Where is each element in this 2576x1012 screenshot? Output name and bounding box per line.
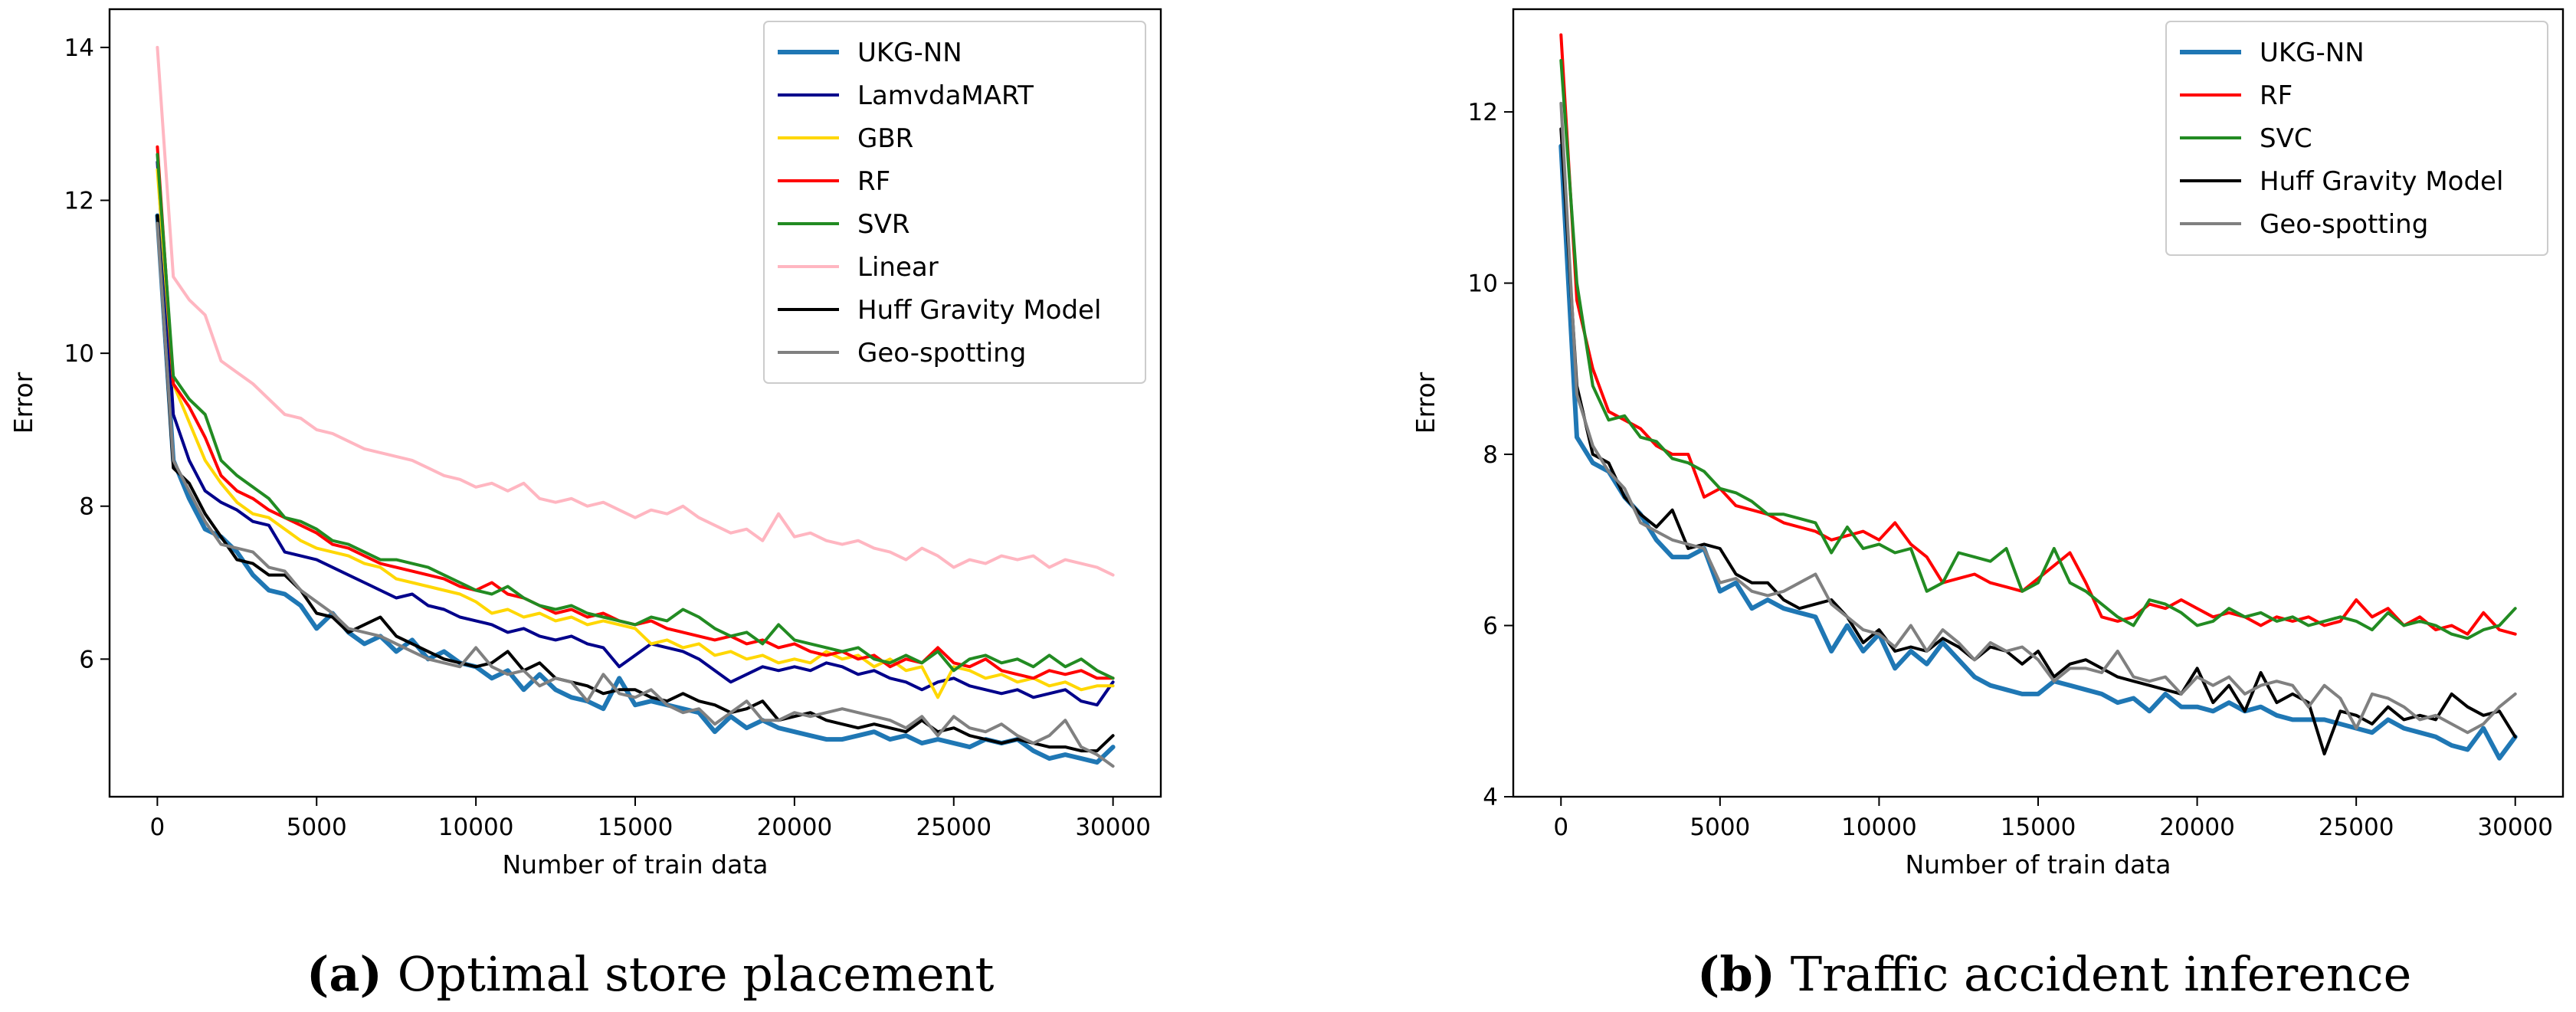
plot-area-b	[1558, 33, 2518, 761]
legend-label-b: SVC	[2260, 123, 2312, 154]
y-tick-label-b: 8	[1483, 441, 1498, 469]
legend-label-a: UKG-NN	[857, 38, 962, 68]
series-line-a-lamvdamart	[156, 160, 1115, 707]
y-tick-label-a: 8	[79, 493, 94, 521]
caption-b-text: Traffic accident inference	[1790, 946, 2412, 1002]
legend-label-a: GBR	[857, 123, 913, 154]
y-tick-label-a: 6	[79, 646, 94, 673]
x-tick-label-a: 5000	[287, 814, 347, 841]
y-axis-label-b: Error	[1411, 372, 1440, 434]
x-tick-label-b: 0	[1553, 814, 1568, 841]
legend-label-a: Huff Gravity Model	[857, 295, 1101, 326]
x-tick-label-b: 25000	[2319, 814, 2394, 841]
legend-label-a: SVR	[857, 209, 909, 240]
caption-a: (a) Optimal store placement	[306, 946, 994, 1002]
y-tick-label-b: 6	[1483, 613, 1498, 640]
y-tick-label-a: 14	[64, 34, 94, 62]
y-tick-label-b: 12	[1468, 99, 1498, 126]
x-tick-label-a: 25000	[916, 814, 991, 841]
series-line-a-svr	[156, 152, 1115, 680]
x-axis-label-b: Number of train data	[1906, 850, 2171, 879]
series-line-a-ukg-nn	[155, 213, 1116, 765]
legend-label-b: Geo-spotting	[2260, 209, 2428, 240]
y-axis-label-a: Error	[8, 372, 38, 434]
legend-label-a: Linear	[857, 252, 939, 283]
series-line-a-gbr	[156, 168, 1115, 699]
legend-box-b	[2165, 21, 2548, 256]
legend-label-a: LamvdaMART	[857, 80, 1034, 111]
legend-label-b: Huff Gravity Model	[2260, 166, 2503, 197]
caption-b: (b) Traffic accident inference	[1697, 946, 2411, 1002]
legend-label-b: RF	[2260, 80, 2293, 111]
x-tick-label-a: 15000	[598, 814, 673, 841]
caption-b-label: (b)	[1697, 946, 1776, 1002]
x-tick-label-b: 10000	[1841, 814, 1917, 841]
x-tick-label-b: 15000	[2001, 814, 2076, 841]
legend-label-a: RF	[857, 166, 890, 197]
chart-a: 0 5000 10000 15000 20000 25000 30000 6 8 10 12 14 Nu…	[8, 8, 1162, 879]
y-tick-label-a: 12	[64, 188, 94, 215]
legend-label-a: Geo-spotting	[857, 338, 1026, 368]
y-tick-label-b: 10	[1468, 270, 1498, 298]
legend-a: UKG-NN LamvdaMART GBR RF SVR Linear Huff Gravi…	[763, 21, 1146, 384]
x-tick-label-b: 20000	[2159, 814, 2235, 841]
x-tick-label-a: 20000	[757, 814, 833, 841]
y-tick-label-b: 4	[1483, 784, 1498, 811]
series-line-b-svc	[1559, 59, 2517, 640]
series-line-b-huff-gravity-model	[1559, 127, 2517, 756]
x-tick-label-b: 30000	[2477, 814, 2553, 841]
x-axis-label-a: Number of train data	[503, 850, 769, 879]
caption-a-label: (a)	[306, 946, 382, 1002]
legend-box-a	[763, 21, 1146, 384]
y-tick-label-a: 10	[64, 340, 94, 368]
chart-b: 0 5000 10000 15000 20000 25000 30000 4 6 8 10 12 Num…	[1411, 8, 2565, 879]
legend-b: UKG-NN RF SVC Huff Gravity Model Geo-spottin…	[2165, 21, 2548, 256]
series-line-a-huff-gravity-model	[156, 214, 1115, 753]
x-tick-label-b: 5000	[1689, 814, 1750, 841]
series-line-b-geo-spotting	[1559, 101, 2517, 735]
legend-label-b: UKG-NN	[2260, 38, 2365, 68]
plot-area-a	[155, 45, 1116, 768]
x-tick-label-a: 10000	[438, 814, 514, 841]
caption-a-text: Optimal store placement	[397, 946, 995, 1002]
x-tick-label-a: 30000	[1075, 814, 1151, 841]
series-line-a-geo-spotting	[156, 221, 1115, 768]
x-tick-label-a: 0	[149, 814, 165, 841]
series-line-a-linear	[156, 45, 1115, 577]
